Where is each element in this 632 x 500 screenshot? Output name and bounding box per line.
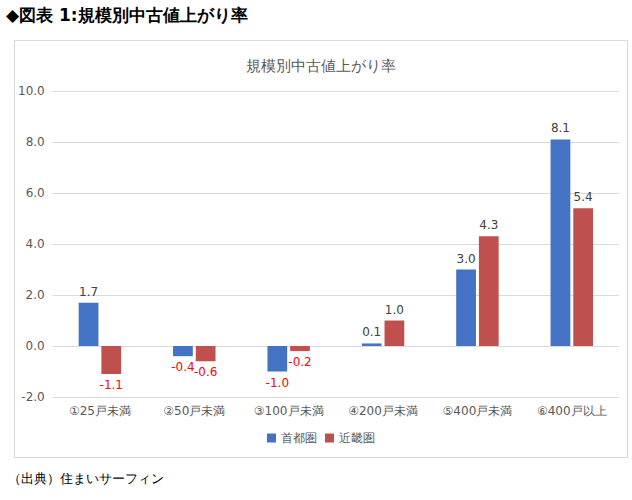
svg-text:③100戸未満: ③100戸未満	[254, 404, 324, 418]
svg-text:4.0: 4.0	[26, 237, 45, 251]
svg-text:⑤400戸未満: ⑤400戸未満	[443, 404, 513, 418]
svg-text:②50戸未満: ②50戸未満	[163, 404, 225, 418]
svg-text:首都圏: 首都圏	[281, 431, 317, 445]
svg-text:-0.4: -0.4	[171, 360, 194, 374]
svg-text:④200戸未満: ④200戸未満	[348, 404, 418, 418]
svg-text:-0.2: -0.2	[288, 355, 311, 369]
svg-text:-2.0: -2.0	[21, 390, 44, 404]
svg-text:①25戸未満: ①25戸未満	[69, 404, 131, 418]
svg-text:3.0: 3.0	[457, 252, 476, 266]
svg-text:規模別中古値上がり率: 規模別中古値上がり率	[246, 57, 396, 75]
svg-text:近畿圏: 近畿圏	[339, 431, 375, 445]
svg-text:-0.6: -0.6	[194, 365, 217, 379]
svg-text:8.1: 8.1	[551, 121, 570, 135]
html-text:◆図表 1:規模別中古値上がり率: ◆図表 1:規模別中古値上がり率	[6, 5, 248, 25]
svg-text:8.0: 8.0	[26, 135, 45, 149]
svg-text:⑥400戸以上: ⑥400戸以上	[537, 404, 607, 418]
svg-text:6.0: 6.0	[26, 186, 45, 200]
svg-text:0.0: 0.0	[26, 339, 45, 353]
svg-text:0.1: 0.1	[362, 325, 381, 339]
svg-text:-1.1: -1.1	[100, 378, 123, 392]
svg-text:2.0: 2.0	[26, 288, 45, 302]
svg-text:-1.0: -1.0	[266, 376, 289, 390]
html-text:（出典）住まいサーフィン: （出典）住まいサーフィン	[8, 471, 164, 486]
svg-text:10.0: 10.0	[18, 84, 45, 98]
svg-text:5.4: 5.4	[574, 190, 593, 204]
svg-text:4.3: 4.3	[479, 218, 498, 232]
svg-text:1.0: 1.0	[385, 303, 404, 317]
svg-text:1.7: 1.7	[79, 285, 98, 299]
